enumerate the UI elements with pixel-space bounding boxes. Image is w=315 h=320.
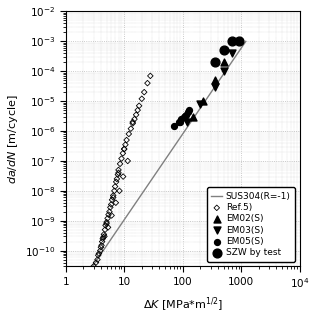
X-axis label: $\Delta K$ [MPa*m$^{1/2}$]: $\Delta K$ [MPa*m$^{1/2}$] <box>143 296 223 315</box>
Ref.5) <box>91 264 96 269</box>
Legend: SUS304(R=-1), Ref.5), EM02(S), EM03(S), EM05(S), SZW by test: SUS304(R=-1), Ref.5), EM02(S), EM03(S), … <box>207 188 295 262</box>
Ref.5) <box>104 221 109 226</box>
Ref.5) <box>134 112 139 117</box>
SZW by test <box>212 60 217 65</box>
Ref.5) <box>99 243 104 248</box>
Ref.5) <box>126 132 131 137</box>
Ref.5) <box>109 213 114 218</box>
EM03(S) <box>221 69 226 74</box>
Ref.5) <box>135 108 140 113</box>
Ref.5) <box>109 202 114 207</box>
Ref.5) <box>94 260 99 265</box>
Ref.5) <box>122 147 127 152</box>
EM03(S) <box>230 51 235 56</box>
EM05(S) <box>186 109 191 114</box>
Line: SUS304(R=-1): SUS304(R=-1) <box>89 41 246 272</box>
Ref.5) <box>104 220 109 225</box>
Ref.5) <box>101 235 106 240</box>
Ref.5) <box>113 200 118 205</box>
EM03(S) <box>185 119 190 124</box>
Ref.5) <box>117 161 123 166</box>
Ref.5) <box>96 251 101 256</box>
Ref.5) <box>114 176 119 181</box>
Ref.5) <box>128 126 133 131</box>
Ref.5) <box>142 90 147 95</box>
EM02(S) <box>221 60 226 65</box>
Ref.5) <box>108 205 113 210</box>
Ref.5) <box>98 245 103 250</box>
Ref.5) <box>107 209 112 214</box>
Ref.5) <box>122 147 127 152</box>
EM05(S) <box>177 119 182 124</box>
Ref.5) <box>100 236 105 241</box>
Ref.5) <box>124 138 129 143</box>
Ref.5) <box>105 216 110 221</box>
Ref.5) <box>103 223 108 228</box>
Ref.5) <box>148 73 153 78</box>
Ref.5) <box>117 188 122 193</box>
Ref.5) <box>106 212 111 217</box>
Ref.5) <box>110 197 115 202</box>
EM02(S) <box>200 99 205 104</box>
SZW by test <box>221 48 226 53</box>
Ref.5) <box>130 121 135 126</box>
Ref.5) <box>111 195 116 200</box>
Ref.5) <box>137 103 142 108</box>
Ref.5) <box>125 158 130 164</box>
EM05(S) <box>171 123 176 128</box>
Ref.5) <box>139 96 144 101</box>
Ref.5) <box>120 151 125 156</box>
Ref.5) <box>96 253 101 258</box>
EM02(S) <box>212 78 217 83</box>
Ref.5) <box>114 179 119 184</box>
EM05(S) <box>179 116 184 122</box>
Ref.5) <box>145 81 150 86</box>
SUS304(R=-1) <box>87 270 91 274</box>
SZW by test <box>230 39 235 44</box>
Ref.5) <box>111 193 116 198</box>
Ref.5) <box>115 172 120 177</box>
SZW by test <box>236 39 241 44</box>
Ref.5) <box>119 156 124 161</box>
EM05(S) <box>181 114 186 119</box>
Ref.5) <box>101 232 106 237</box>
Ref.5) <box>130 119 135 124</box>
Ref.5) <box>121 174 126 179</box>
EM05(S) <box>183 113 188 118</box>
Ref.5) <box>116 170 121 175</box>
Ref.5) <box>100 239 105 244</box>
SUS304(R=-1) <box>244 39 248 43</box>
Ref.5) <box>95 257 100 262</box>
EM03(S) <box>198 101 203 107</box>
EM05(S) <box>176 119 181 124</box>
EM05(S) <box>184 112 189 117</box>
Ref.5) <box>132 116 137 122</box>
EM03(S) <box>212 84 217 90</box>
Y-axis label: $da/dN$ [m/cycle]: $da/dN$ [m/cycle] <box>6 94 20 184</box>
Ref.5) <box>106 225 111 230</box>
Ref.5) <box>102 227 107 232</box>
Ref.5) <box>102 234 107 239</box>
Ref.5) <box>98 248 103 253</box>
EM05(S) <box>187 108 192 113</box>
EM02(S) <box>191 114 196 119</box>
Ref.5) <box>112 184 117 189</box>
Ref.5) <box>123 142 128 147</box>
Ref.5) <box>116 167 121 172</box>
Ref.5) <box>112 188 117 193</box>
